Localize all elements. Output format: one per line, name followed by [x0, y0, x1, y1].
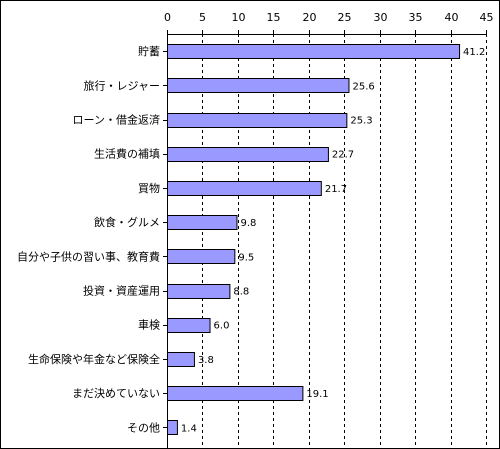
bar	[167, 147, 329, 162]
category-label: まだ決めていない	[72, 387, 160, 400]
value-label: 22.7	[332, 150, 354, 161]
bar	[167, 420, 178, 435]
value-label: 25.3	[350, 116, 372, 127]
bar	[167, 284, 231, 299]
category-label: 投資・資産運用	[83, 284, 160, 298]
bar	[167, 386, 304, 401]
category-label: 生命保険や年金など保険全	[28, 352, 160, 366]
value-label: 21.7	[325, 184, 347, 195]
bar	[167, 352, 195, 367]
value-label: 9.5	[238, 252, 254, 263]
category-label: 買物	[138, 181, 160, 195]
category-label: 自分や子供の習い事、教育費	[17, 249, 160, 263]
x-tick-label: 15	[267, 11, 281, 24]
bar	[167, 318, 211, 333]
category-label: ローン・借金返済	[73, 113, 160, 127]
x-tick-label: 20	[303, 11, 317, 24]
bar	[167, 113, 348, 128]
bar	[167, 249, 236, 264]
x-tick-label: 30	[374, 11, 388, 24]
value-label: 41.2	[463, 47, 485, 58]
value-label: 19.1	[306, 389, 328, 400]
category-label: 生活費の補填	[94, 147, 160, 161]
value-label: 25.6	[352, 81, 374, 92]
bar	[167, 215, 238, 230]
bar	[167, 181, 322, 196]
category-label: その他	[127, 421, 160, 434]
bar	[167, 78, 350, 93]
bar	[167, 44, 461, 59]
value-label: 3.8	[198, 355, 214, 366]
x-tick-label: 0	[164, 11, 171, 24]
x-tick-label: 10	[232, 11, 246, 24]
category-label: 車検	[138, 318, 160, 332]
x-tick-label: 25	[338, 11, 352, 24]
category-label: 飲食・グルメ	[94, 215, 160, 229]
x-tick-label: 5	[199, 11, 206, 24]
category-label: 貯蓄	[138, 45, 160, 58]
x-tick-label: 35	[409, 11, 423, 24]
value-label: 9.8	[240, 218, 256, 229]
category-label: 旅行・レジャー	[84, 78, 160, 92]
value-label: 8.8	[233, 287, 249, 298]
value-label: 6.0	[214, 321, 230, 332]
x-tick-label: 40	[445, 11, 459, 24]
x-tick-label: 45	[480, 11, 494, 24]
value-label: 1.4	[181, 423, 197, 434]
